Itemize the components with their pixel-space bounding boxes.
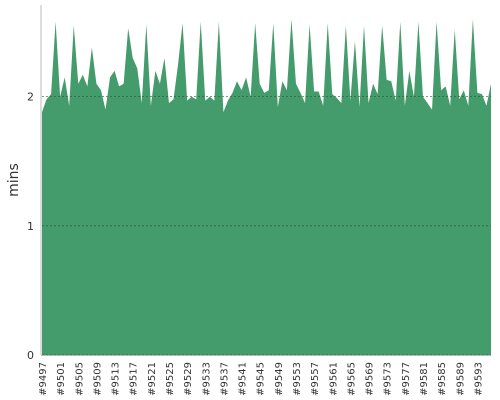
x-tick-label: #9501 <box>56 362 67 396</box>
x-tick-label: #9553 <box>292 362 303 396</box>
x-tick-label: #9569 <box>365 362 376 396</box>
x-tick-label: #9561 <box>328 362 339 396</box>
x-tick-label: #9585 <box>437 362 448 396</box>
x-tick-label: #9533 <box>201 362 212 396</box>
x-tick-label: #9497 <box>38 362 49 396</box>
x-tick-label: #9593 <box>473 362 484 396</box>
x-tick-label: #9513 <box>111 362 122 396</box>
y-tick-label: 0 <box>27 349 34 362</box>
y-tick-label: 2 <box>27 91 34 104</box>
x-tick-label: #9505 <box>74 362 85 396</box>
x-tick-label: #9565 <box>346 362 357 396</box>
x-tick-label: #9537 <box>219 362 230 396</box>
x-tick-label: #9525 <box>165 362 176 396</box>
x-tick-label: #9577 <box>401 362 412 396</box>
x-tick-label: #9509 <box>92 362 103 396</box>
y-tick-label: 1 <box>27 220 34 233</box>
x-tick-label: #9549 <box>274 362 285 396</box>
y-axis-label: mins <box>6 163 22 197</box>
area <box>42 19 491 356</box>
x-tick-label: #9581 <box>419 362 430 396</box>
x-tick-label: #9545 <box>256 362 267 396</box>
x-tick-label: #9557 <box>310 362 321 396</box>
x-tick-label: #9573 <box>383 362 394 396</box>
x-tick-label: #9529 <box>183 362 194 396</box>
x-tick-label: #9541 <box>238 362 249 396</box>
x-tick-label: #9589 <box>455 362 466 396</box>
x-tick-label: #9517 <box>129 362 140 396</box>
x-tick-label: #9521 <box>147 362 158 396</box>
